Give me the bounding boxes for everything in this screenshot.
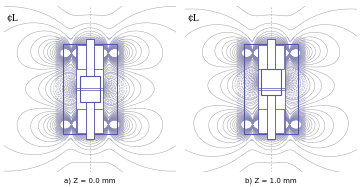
Bar: [268, 39, 275, 139]
Bar: [76, 44, 104, 134]
Bar: [80, 76, 100, 102]
Text: a) Z = 0.0 mm: a) Z = 0.0 mm: [64, 178, 116, 185]
Bar: [258, 109, 284, 133]
Bar: [63, 44, 117, 134]
Text: ¢L: ¢L: [187, 14, 199, 23]
Bar: [257, 44, 285, 134]
Bar: [258, 45, 284, 69]
Bar: [77, 45, 103, 69]
Bar: [244, 44, 298, 134]
Bar: [261, 69, 281, 95]
Bar: [77, 109, 103, 133]
Bar: [86, 39, 93, 139]
Text: ¢L: ¢L: [6, 14, 18, 23]
Text: b) Z = 1.0 mm: b) Z = 1.0 mm: [245, 178, 297, 185]
